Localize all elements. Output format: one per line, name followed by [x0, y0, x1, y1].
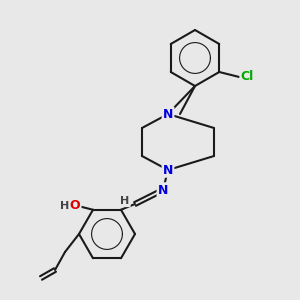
Text: H: H [60, 201, 70, 211]
Text: Cl: Cl [241, 70, 254, 83]
Text: N: N [163, 107, 173, 121]
Text: N: N [163, 164, 173, 176]
Text: O: O [70, 199, 80, 212]
Text: N: N [158, 184, 168, 196]
Text: H: H [120, 196, 130, 206]
